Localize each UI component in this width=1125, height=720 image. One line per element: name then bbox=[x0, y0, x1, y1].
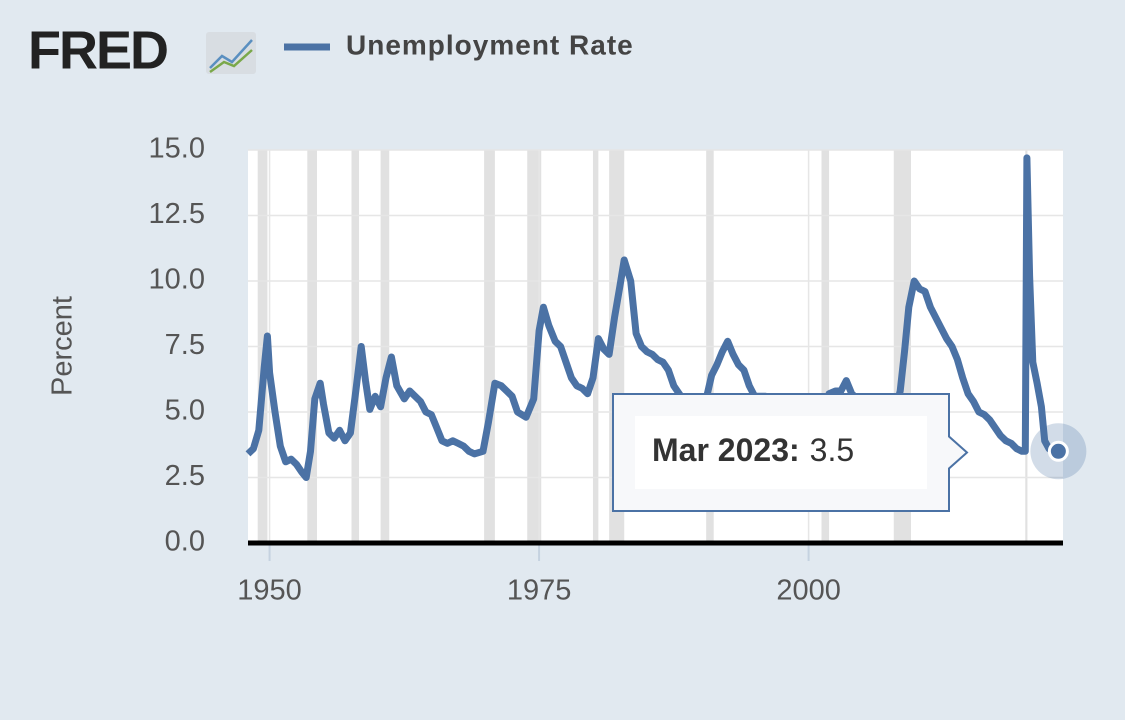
logo: FRED bbox=[28, 20, 167, 80]
tooltip-inner bbox=[635, 416, 927, 489]
y-tick-label: 12.5 bbox=[149, 198, 205, 230]
y-tick-label: 2.5 bbox=[165, 460, 205, 492]
tooltip-value: 3.5 bbox=[810, 432, 854, 468]
y-tick-label: 10.0 bbox=[149, 264, 205, 296]
y-tick-label: 0.0 bbox=[165, 526, 205, 558]
data-line bbox=[245, 154, 1062, 481]
y-tick-label: 7.5 bbox=[165, 329, 205, 361]
y-tick-label: 15.0 bbox=[149, 133, 205, 165]
legend-label: Unemployment Rate bbox=[346, 29, 634, 60]
x-tick-label: 2000 bbox=[776, 575, 841, 607]
tooltip-label: Mar 2023: bbox=[652, 432, 800, 468]
y-tick-label: 5.0 bbox=[165, 395, 205, 427]
x-tick-label: 1950 bbox=[237, 575, 302, 607]
logo-icon bbox=[206, 32, 256, 74]
x-tick-label: 1975 bbox=[507, 575, 572, 607]
y-axis-label: Percent bbox=[47, 296, 79, 396]
highlight-point bbox=[1047, 440, 1069, 462]
